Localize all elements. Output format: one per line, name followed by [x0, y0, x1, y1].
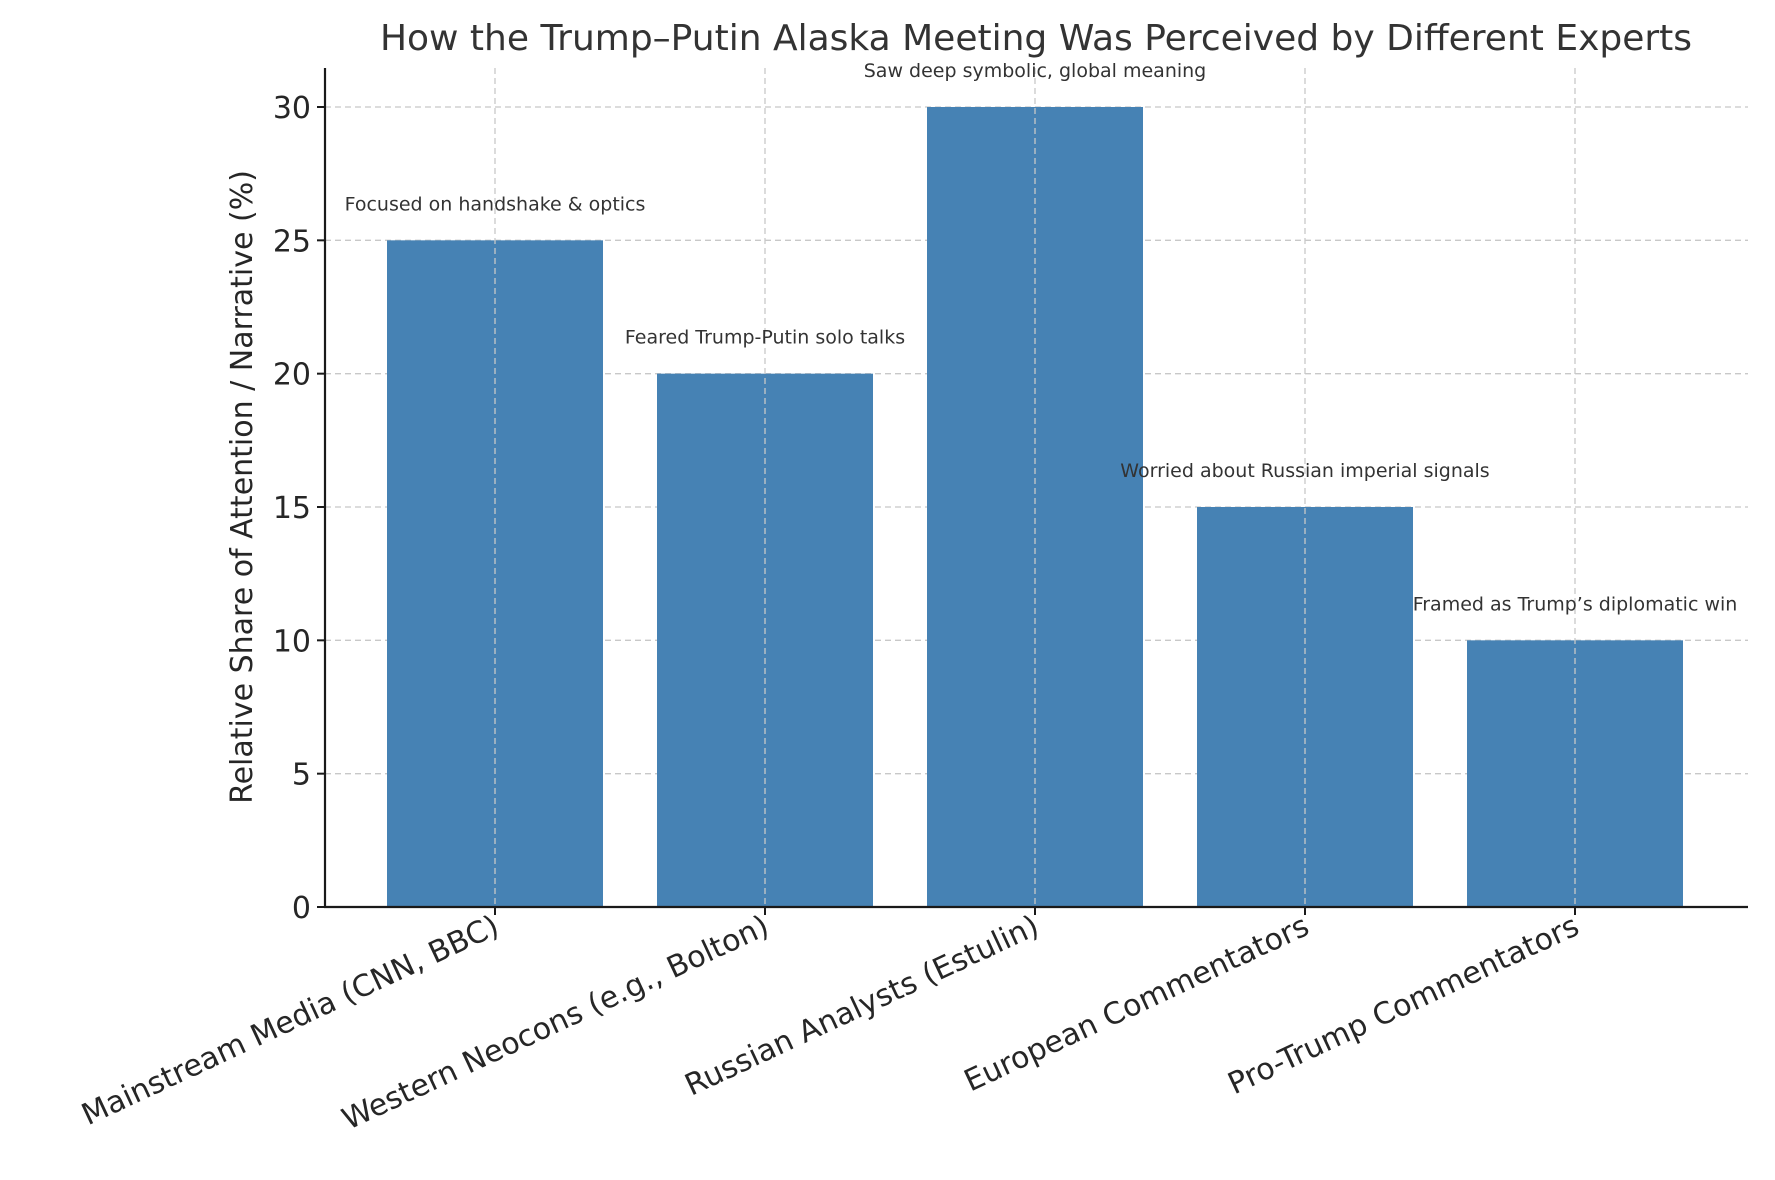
x-ticks: Mainstream Media (CNN, BBC)Western Neoco… [76, 907, 1584, 1137]
y-tick-label: 30 [273, 91, 311, 126]
chart-title: How the Trump–Putin Alaska Meeting Was P… [380, 18, 1692, 59]
y-tick-label: 20 [273, 358, 311, 393]
y-tick-label: 10 [273, 624, 311, 659]
bar-annotation: Framed as Trump’s diplomatic win [1413, 593, 1738, 615]
y-tick-label: 5 [292, 758, 311, 793]
y-axis-label: Relative Share of Attention / Narrative … [225, 170, 260, 804]
y-ticks: 0 5 10 15 20 25 30 [273, 91, 325, 926]
y-tick-label: 15 [273, 491, 311, 526]
bar-annotations: Focused on handshake & optics Feared Trum… [345, 60, 1738, 907]
bar-annotation: Feared Trump-Putin solo talks [625, 327, 905, 349]
bar-2 [927, 107, 1143, 907]
y-tick-label: 0 [292, 891, 311, 926]
bar-annotation: Saw deep symbolic, global meaning [864, 60, 1207, 82]
bar-annotation: Worried about Russian imperial signals [1120, 460, 1489, 482]
x-tick-label: Mainstream Media (CNN, BBC) [76, 909, 504, 1133]
x-tick-label: Western Neocons (e.g., Bolton) [337, 909, 774, 1138]
bar-annotation: Focused on handshake & optics [345, 193, 646, 215]
y-tick-label: 25 [273, 224, 311, 259]
bar-3 [1197, 507, 1413, 907]
